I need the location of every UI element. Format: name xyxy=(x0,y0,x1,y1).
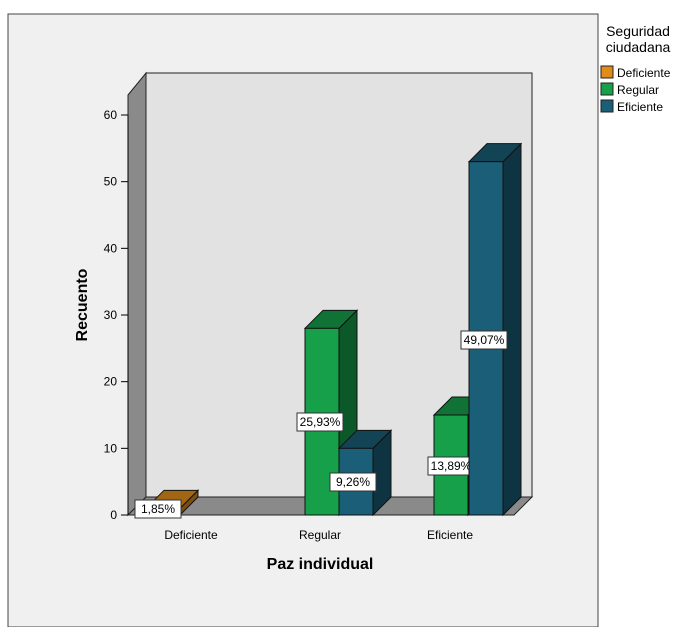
y-tick-label: 50 xyxy=(104,175,118,189)
bar-deficiente-deficiente: 1,85% xyxy=(134,489,200,519)
data-label: 13,89% xyxy=(431,459,472,473)
bars: 1,85% 25,93% 9,26% 13,89% 49,07% xyxy=(134,142,523,519)
y-tick-label: 60 xyxy=(104,108,118,122)
x-category-label: Deficiente xyxy=(164,528,218,542)
bar-eficiente-eficiente: 49,07% xyxy=(460,142,523,517)
data-label: 1,85% xyxy=(141,502,175,516)
data-label-box xyxy=(460,330,508,350)
legend-swatch xyxy=(600,65,614,79)
left-wall xyxy=(127,71,147,517)
legend-item-label: Deficiente xyxy=(617,66,671,80)
data-label-box xyxy=(329,472,377,492)
y-tick-label: 10 xyxy=(104,441,118,455)
data-label: 25,93% xyxy=(300,415,341,429)
legend: Seguridad ciudadana Deficiente Regular Efi… xyxy=(600,23,671,114)
bar-eficiente-regular: 9,26% xyxy=(329,429,393,517)
x-category-label: Regular xyxy=(299,528,341,542)
y-tick-label: 20 xyxy=(104,375,118,389)
x-category-label: Eficiente xyxy=(427,528,473,542)
legend-title-line-1: Seguridad xyxy=(606,23,670,39)
data-label: 49,07% xyxy=(464,333,505,347)
x-labels: Deficiente Regular Eficiente xyxy=(164,528,473,542)
y-ticks: 0 10 20 30 40 50 60 xyxy=(104,108,128,522)
y-tick-label: 0 xyxy=(110,508,117,522)
legend-title-line-2: ciudadana xyxy=(606,39,671,55)
data-label-box xyxy=(134,499,182,519)
bar-side-face xyxy=(502,142,522,517)
y-axis-title: Recuento xyxy=(74,268,91,341)
data-label: 9,26% xyxy=(336,475,370,489)
legend-item-label: Eficiente xyxy=(617,100,663,114)
data-label-box xyxy=(296,412,344,432)
legend-swatch xyxy=(600,82,614,96)
y-tick-label: 40 xyxy=(104,241,118,255)
legend-item-label: Regular xyxy=(617,83,659,97)
x-axis-title: Paz individual xyxy=(267,556,374,573)
y-tick-label: 30 xyxy=(104,308,118,322)
legend-swatch xyxy=(600,99,614,113)
